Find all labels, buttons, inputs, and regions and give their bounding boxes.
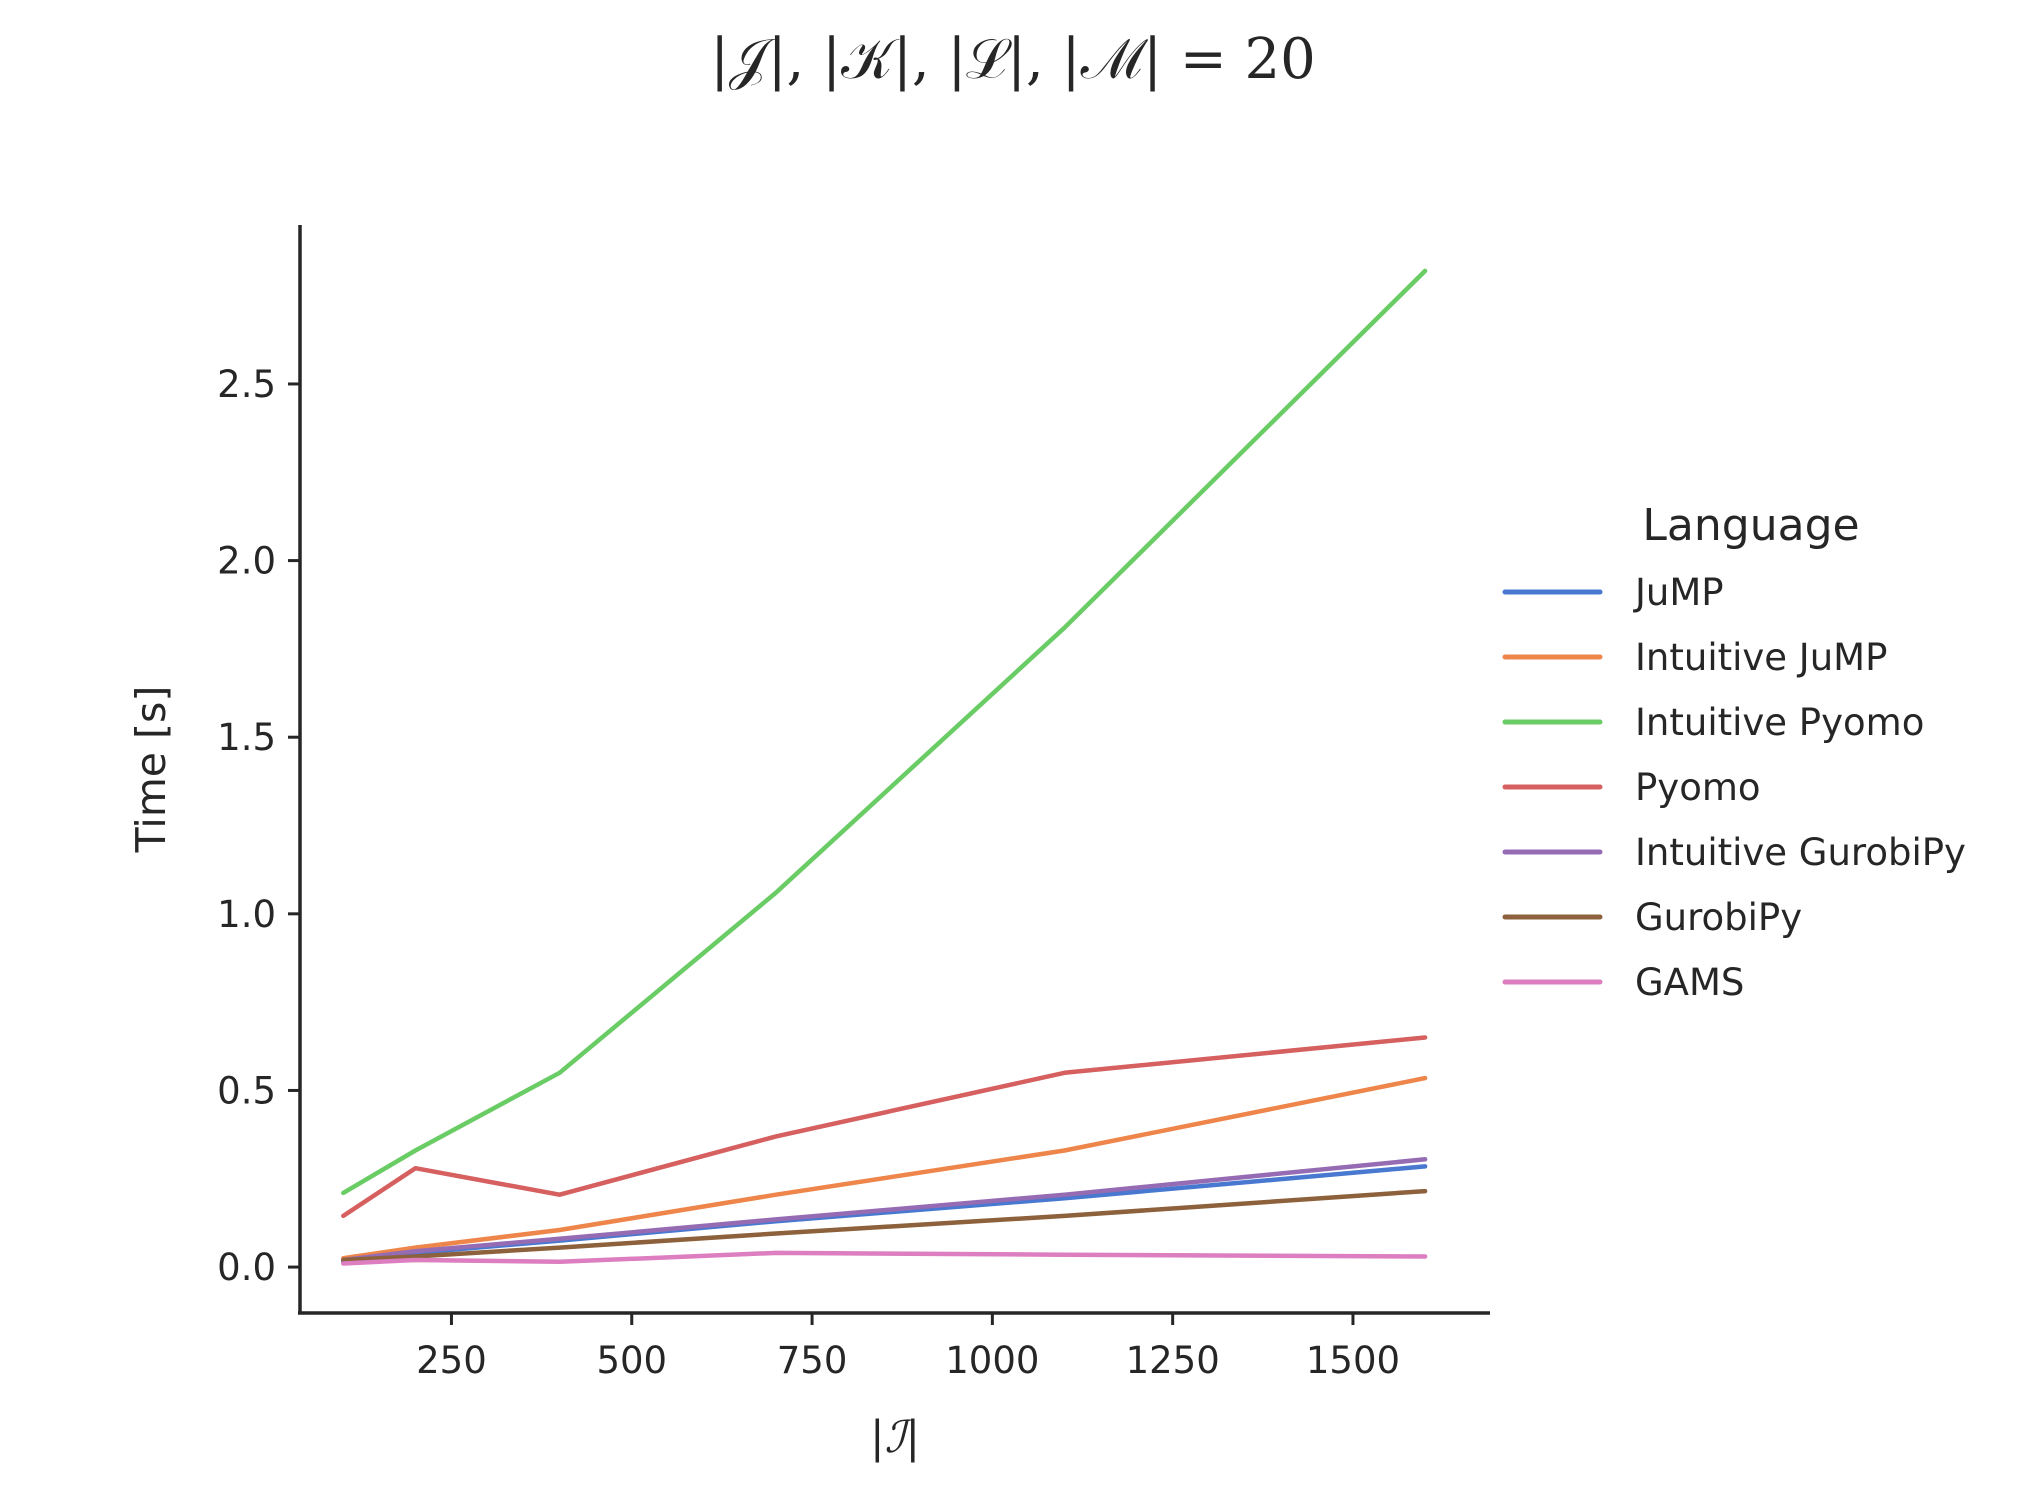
chart-title: |𝒥|, |𝒦|, |ℒ|, |ℳ| = 20 (710, 27, 1316, 92)
y-tick-label: 0.5 (217, 1069, 276, 1112)
legend-label-gams: GAMS (1635, 961, 1744, 1004)
legend: Language JuMP Intuitive JuMP Intuitive Pyo… (1502, 500, 1966, 1004)
x-ticks: 250 500 750 1000 1250 1500 (416, 1313, 1400, 1382)
series-line-intuitive-jump (341, 1075, 1428, 1261)
series-lines (341, 268, 1428, 1266)
x-tick-label: 1250 (1126, 1339, 1220, 1382)
series-line-gurobipy (341, 1188, 1428, 1263)
series-line-intuitive-gurobipy (341, 1157, 1428, 1263)
x-tick-label: 500 (596, 1339, 667, 1382)
legend-label-intuitive-pyomo: Intuitive Pyomo (1635, 701, 1924, 744)
x-axis-label: |ℐ| (870, 1412, 920, 1463)
y-tick-label: 1.5 (217, 716, 276, 759)
y-tick-label: 1.0 (217, 893, 276, 936)
x-tick-label: 750 (777, 1339, 848, 1382)
y-tick-label: 0.0 (217, 1246, 276, 1289)
legend-label-intuitive-jump: Intuitive JuMP (1635, 636, 1887, 679)
legend-label-gurobipy: GurobiPy (1635, 896, 1802, 939)
series-line-gams (341, 1250, 1428, 1266)
y-tick-label: 2.5 (217, 363, 276, 406)
x-tick-label: 1500 (1306, 1339, 1400, 1382)
y-axis-label: Time [s] (127, 686, 175, 854)
series-line-intuitive-pyomo (341, 268, 1428, 1196)
x-tick-label: 250 (416, 1339, 487, 1382)
y-ticks: 0.0 0.5 1.0 1.5 2.0 2.5 (217, 363, 300, 1289)
series-line-pyomo (341, 1035, 1428, 1219)
axes (298, 225, 1490, 1315)
legend-label-pyomo: Pyomo (1635, 766, 1761, 809)
legend-label-jump: JuMP (1633, 571, 1724, 614)
legend-title: Language (1642, 500, 1859, 551)
y-tick-label: 2.0 (217, 540, 276, 583)
x-tick-label: 1000 (945, 1339, 1039, 1382)
legend-label-intuitive-gurobipy: Intuitive GurobiPy (1635, 831, 1966, 874)
legend-items: JuMP Intuitive JuMP Intuitive Pyomo Pyomo In… (1502, 571, 1966, 1004)
series-line-jump (341, 1164, 1428, 1265)
